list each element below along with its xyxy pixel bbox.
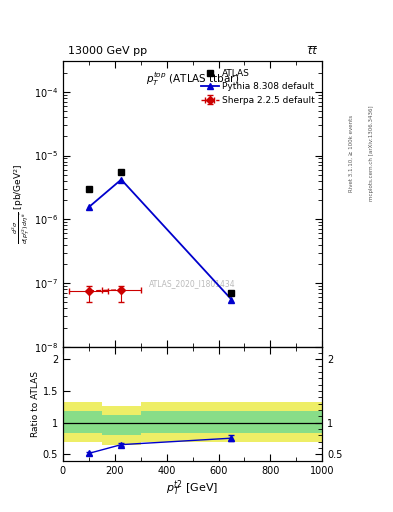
ATLAS	[229, 290, 234, 296]
X-axis label: $p_T^{t2}$ [GeV]: $p_T^{t2}$ [GeV]	[166, 478, 219, 498]
Text: ATLAS_2020_I1801434: ATLAS_2020_I1801434	[149, 280, 236, 288]
Y-axis label: $\frac{d^2\sigma}{d(p_T^{t2})\,d\eta^{t\bar{t}}}$ [pb/GeV$^2$]: $\frac{d^2\sigma}{d(p_T^{t2})\,d\eta^{t\…	[11, 164, 33, 244]
Pythia 8.308 default	[86, 204, 91, 210]
Text: t̅t̅: t̅t̅	[309, 46, 317, 56]
Text: $p_T^{top}$ (ATLAS ttbar): $p_T^{top}$ (ATLAS ttbar)	[146, 70, 239, 88]
ATLAS	[86, 186, 91, 192]
Y-axis label: Ratio to ATLAS: Ratio to ATLAS	[31, 371, 40, 437]
ATLAS	[119, 169, 123, 175]
Line: ATLAS: ATLAS	[85, 168, 235, 296]
Text: 13000 GeV pp: 13000 GeV pp	[68, 46, 147, 56]
Text: mcplots.cern.ch [arXiv:1306.3436]: mcplots.cern.ch [arXiv:1306.3436]	[369, 106, 374, 201]
Text: Rivet 3.1.10, ≥ 100k events: Rivet 3.1.10, ≥ 100k events	[349, 115, 354, 192]
Legend: ATLAS, Pythia 8.308 default, Sherpa 2.2.5 default: ATLAS, Pythia 8.308 default, Sherpa 2.2.…	[198, 66, 318, 108]
Line: Pythia 8.308 default: Pythia 8.308 default	[85, 176, 235, 303]
Pythia 8.308 default	[229, 296, 234, 303]
Pythia 8.308 default	[119, 177, 123, 183]
